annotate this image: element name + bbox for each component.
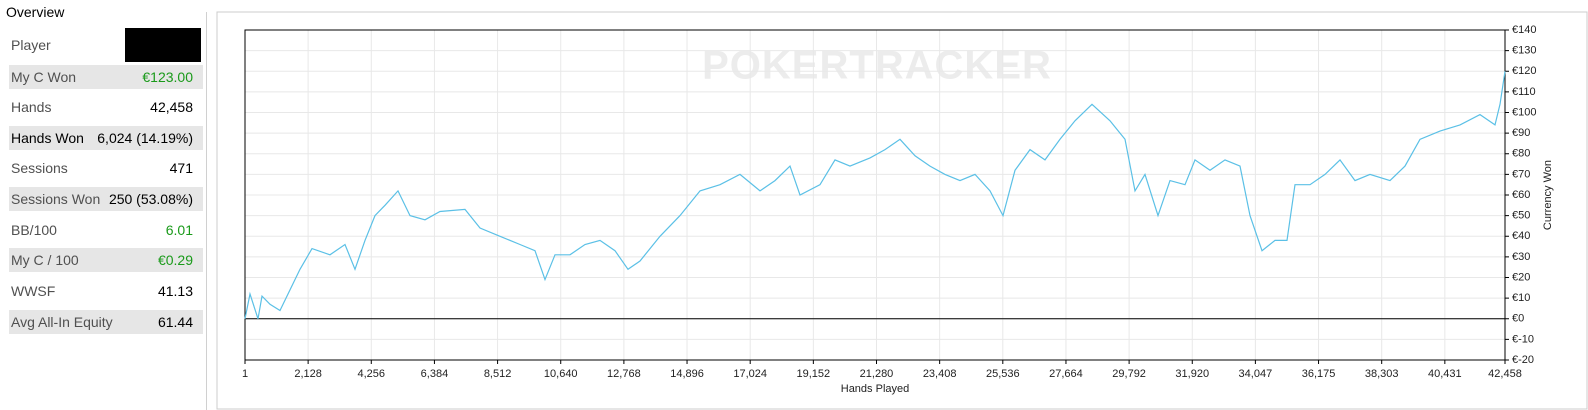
stat-value: €0.29	[157, 252, 193, 268]
y-tick-label: €50	[1512, 210, 1530, 222]
stat-row: Hands Won 6,024 (14.19%)	[9, 126, 203, 150]
stat-label: BB/100	[11, 222, 57, 238]
x-tick-label: 25,536	[986, 368, 1020, 380]
stat-label: My C / 100	[11, 252, 79, 268]
plot-border	[244, 29, 1506, 361]
y-tick-label: €70	[1512, 168, 1530, 180]
stat-label: Avg All-In Equity	[11, 314, 113, 330]
y-tick-label: €20	[1512, 271, 1530, 283]
stat-value: 41.13	[157, 283, 193, 299]
x-tick-label: 21,280	[860, 368, 894, 380]
stat-row: WWSF 41.13	[9, 279, 203, 303]
x-tick-label: 23,408	[923, 368, 957, 380]
y-tick-label: €-20	[1512, 354, 1534, 366]
y-tick-label: €110	[1512, 86, 1536, 98]
overview-panel: Overview Player My C Won €123.00 Hands 42,…	[0, 0, 206, 410]
x-tick-label: 2,128	[294, 368, 322, 380]
stat-label: Player	[11, 37, 51, 53]
x-tick-label: 27,664	[1049, 368, 1083, 380]
panel-title: Overview	[6, 4, 65, 20]
stat-row: BB/100 6.01	[9, 218, 203, 242]
x-tick-label: 10,640	[544, 368, 578, 380]
y-tick-label: €10	[1512, 292, 1530, 304]
stat-row: My C / 100 €0.29	[9, 248, 203, 272]
stat-value: 6,024 (14.19%)	[97, 130, 193, 146]
x-tick-label: 42,458	[1488, 368, 1522, 380]
stat-label: Sessions Won	[11, 191, 101, 207]
x-tick-label: 40,431	[1428, 368, 1462, 380]
stat-label: WWSF	[11, 283, 56, 299]
y-tick-label: €130	[1512, 45, 1536, 57]
data-line	[244, 71, 1506, 319]
stat-label: My C Won	[11, 69, 77, 85]
y-tick-label: €0	[1512, 313, 1524, 325]
stat-row: My C Won €123.00	[9, 65, 203, 89]
x-tick-label: 12,768	[607, 368, 641, 380]
stat-label: Hands	[11, 99, 52, 115]
x-tick-label: 38,303	[1365, 368, 1399, 380]
x-tick-label: 31,920	[1175, 368, 1209, 380]
stat-row: Sessions Won 250 (53.08%)	[9, 187, 203, 211]
x-tick-label: 1	[242, 368, 248, 380]
x-axis-label: Hands Played	[841, 383, 910, 395]
stat-row: Hands 42,458	[9, 95, 203, 119]
x-tick-label: 19,152	[797, 368, 831, 380]
stat-value: €123.00	[142, 69, 193, 85]
y-axis-label: Currency Won	[1542, 160, 1554, 230]
stat-row: Avg All-In Equity 61.44	[9, 310, 203, 334]
splitter	[206, 12, 207, 410]
y-tick-label: €80	[1512, 148, 1530, 160]
y-tick-label: €40	[1512, 230, 1530, 242]
stat-label: Sessions	[11, 160, 68, 176]
stat-value: 6.01	[165, 222, 193, 238]
stat-value: 42,458	[150, 99, 193, 115]
y-tick-label: €-10	[1512, 333, 1534, 345]
stat-value: 250 (53.08%)	[108, 191, 193, 207]
redacted-name	[125, 28, 201, 62]
x-tick-label: 4,256	[358, 368, 386, 380]
y-tick-label: €90	[1512, 127, 1530, 139]
x-tick-label: 17,024	[733, 368, 767, 380]
stat-label: Hands Won	[11, 130, 84, 146]
y-tick-label: €100	[1512, 106, 1536, 118]
x-tick-label: 14,896	[670, 368, 704, 380]
x-tick-label: 36,175	[1302, 368, 1336, 380]
y-tick-label: €140	[1512, 24, 1536, 36]
x-tick-label: 8,512	[484, 368, 512, 380]
x-tick-label: 29,792	[1112, 368, 1146, 380]
y-tick-label: €60	[1512, 189, 1530, 201]
y-tick-label: €120	[1512, 65, 1536, 77]
x-tick-label: 6,384	[421, 368, 449, 380]
x-tick-label: 34,047	[1239, 368, 1273, 380]
stat-value: 61.44	[157, 314, 193, 330]
stat-row: Sessions 471	[9, 156, 203, 180]
stat-row: Player	[9, 28, 203, 62]
stat-value: 471	[169, 160, 193, 176]
y-tick-label: €30	[1512, 251, 1530, 263]
